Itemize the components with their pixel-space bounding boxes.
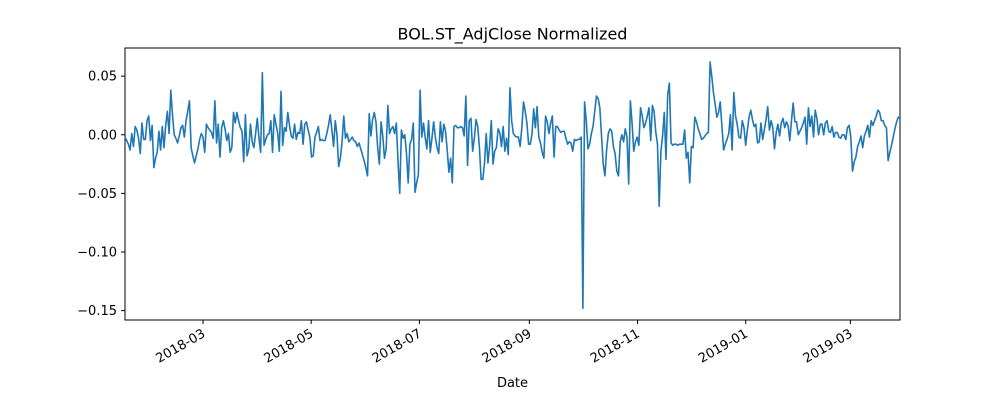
y-tick-label: −0.15 — [77, 304, 117, 319]
x-axis-label: Date — [497, 376, 528, 391]
plot-area — [124, 47, 901, 321]
y-tick-label: 0.00 — [88, 128, 117, 143]
x-tick-label: 2019-01 — [696, 326, 751, 366]
x-tick-label: 2018-11 — [588, 326, 643, 366]
y-axis: 0.05 0.00 −0.05 −0.10 −0.15 — [77, 70, 125, 319]
x-axis: 2018-03 2018-05 2018-07 2018-09 2018-11 2019-… — [153, 320, 855, 367]
x-tick-label: 2018-05 — [262, 326, 317, 366]
y-tick-label: 0.05 — [88, 70, 117, 85]
plot-frame — [124, 47, 901, 321]
y-tick-label: −0.10 — [77, 246, 117, 261]
x-tick-label: 2019-03 — [801, 326, 856, 366]
y-tick-label: −0.05 — [77, 187, 117, 202]
x-tick-label: 2018-07 — [370, 326, 425, 366]
x-tick-label: 2018-03 — [153, 326, 208, 366]
x-tick-label: 2018-09 — [480, 326, 535, 366]
series-line — [124, 61, 901, 310]
chart-title: BOL.ST_AdjClose Normalized — [398, 25, 628, 45]
